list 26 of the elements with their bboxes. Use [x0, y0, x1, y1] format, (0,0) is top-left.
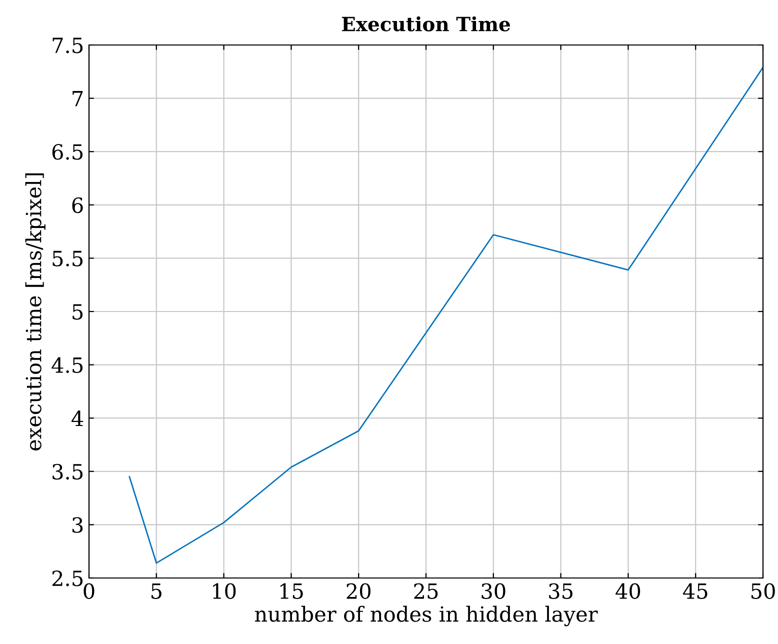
x-tick-label: 25 [414, 583, 438, 599]
x-tick-label: 35 [549, 583, 572, 599]
y-tick-label: 5 [72, 304, 83, 320]
y-tick-label: 4.5 [52, 357, 83, 374]
y-tick-label: 7.5 [52, 38, 83, 54]
x-tick-label: 15 [280, 583, 303, 599]
y-tick-label: 2.5 [52, 570, 83, 586]
x-axis-title: number of nodes in hidden layer [254, 606, 598, 626]
x-tick-label: 50 [752, 583, 775, 599]
y-axis-title: execution time [ms/kpixel] [25, 173, 46, 450]
y-tick-label: 6 [72, 197, 83, 214]
y-tick-label: 4 [72, 410, 84, 426]
y-tick-label: 7 [72, 91, 83, 106]
chart-title: Execution Time [342, 16, 510, 32]
y-tick-label: 3.5 [52, 464, 83, 480]
x-tick-label: 10 [213, 583, 236, 599]
y-tick-label: 6.5 [52, 144, 83, 160]
x-tick-label: 5 [152, 584, 162, 599]
x-tick-label: 40 [616, 583, 640, 599]
y-tick-label: 3 [72, 517, 83, 533]
y-tick-label: 5.5 [52, 250, 83, 266]
line-series [128, 66, 763, 564]
x-tick-label: 0 [84, 583, 94, 599]
x-tick-label: 45 [682, 583, 708, 599]
x-tick-label: 20 [346, 583, 370, 599]
x-tick-label: 30 [482, 583, 506, 599]
